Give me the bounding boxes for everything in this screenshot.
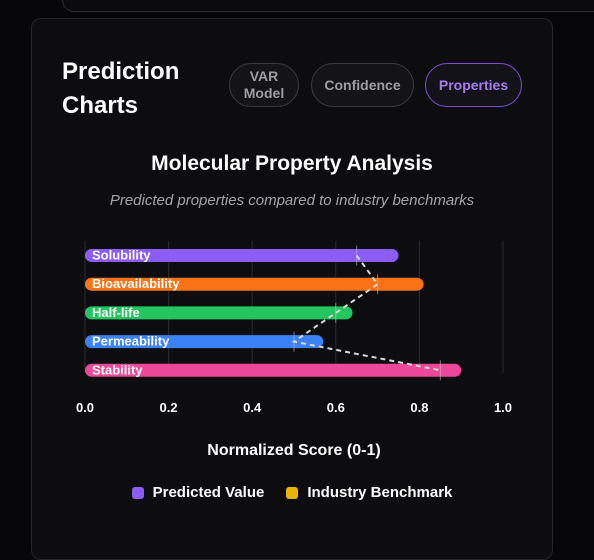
property-chart: Solubility Bioavailability Half-life Permea… — [76, 241, 512, 459]
legend-swatch-predicted — [131, 486, 144, 499]
legend-swatch-benchmark — [286, 486, 299, 499]
bar-stability — [85, 363, 462, 377]
x-tick-label-5: 1.0 — [494, 400, 512, 415]
bar-solubility — [85, 249, 399, 262]
bar-permeability — [85, 335, 324, 349]
x-axis-label: Normalized Score (0-1) — [207, 442, 380, 459]
bar-label-solubility: Solubility — [92, 248, 151, 263]
bar-label-bioavailability: Bioavailability — [92, 276, 180, 291]
bar-label-half-life: Half-life — [92, 305, 140, 320]
chart-legend: Predicted Value Industry Benchmark — [32, 484, 552, 501]
legend-item-predicted[interactable]: Predicted Value — [131, 484, 265, 501]
tab-var-model[interactable]: VAR Model — [229, 63, 299, 107]
x-tick-label-4: 0.8 — [410, 400, 428, 415]
page-title: Prediction Charts — [62, 58, 180, 119]
bar-label-permeability: Permeability — [92, 334, 170, 349]
legend-item-benchmark[interactable]: Industry Benchmark — [286, 484, 452, 501]
x-tick-label-0: 0.0 — [76, 400, 94, 415]
x-tick-label-3: 0.6 — [327, 400, 345, 415]
tab-properties[interactable]: Properties — [425, 63, 522, 107]
tab-confidence[interactable]: Confidence — [311, 63, 414, 107]
chart-subtitle: Predicted properties compared to industr… — [109, 192, 475, 209]
bar-label-stability: Stability — [92, 362, 143, 377]
legend-label-predicted: Predicted Value — [152, 484, 265, 501]
legend-label-benchmark: Industry Benchmark — [307, 484, 453, 501]
prediction-charts-card: Prediction Charts VAR Model Confidence P… — [31, 18, 553, 560]
bar-half-life — [85, 306, 353, 320]
top-panel — [62, 0, 594, 12]
x-tick-label-1: 0.2 — [160, 400, 178, 415]
bar-bioavailability — [85, 277, 424, 291]
x-tick-label-2: 0.4 — [243, 400, 262, 415]
chart-title: Molecular Property Analysis — [151, 152, 433, 175]
